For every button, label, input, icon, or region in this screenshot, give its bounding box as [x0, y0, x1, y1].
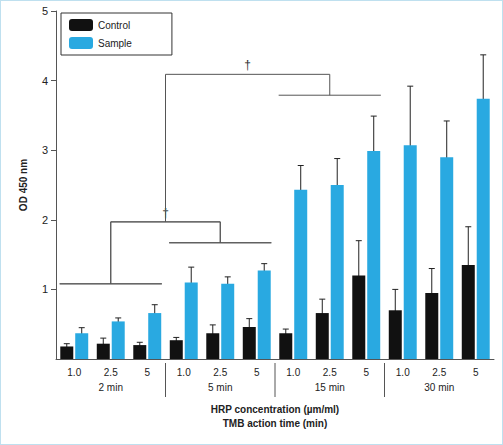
svg-text:5: 5 — [363, 367, 369, 378]
svg-text:2 min: 2 min — [99, 382, 123, 393]
svg-text:2.5: 2.5 — [432, 367, 446, 378]
svg-text:2.5: 2.5 — [323, 367, 337, 378]
svg-text:5: 5 — [144, 367, 150, 378]
svg-text:5: 5 — [473, 367, 479, 378]
svg-text:†: † — [244, 58, 251, 72]
svg-text:1.0: 1.0 — [396, 367, 410, 378]
svg-text:Sample: Sample — [98, 38, 132, 49]
svg-text:4: 4 — [42, 75, 48, 87]
svg-text:1.0: 1.0 — [67, 367, 81, 378]
svg-text:2.5: 2.5 — [213, 367, 227, 378]
svg-text:15 min: 15 min — [315, 382, 345, 393]
svg-text:1: 1 — [42, 283, 48, 295]
svg-text:OD 450 nm: OD 450 nm — [18, 159, 29, 211]
svg-text:5 min: 5 min — [208, 382, 232, 393]
svg-text:TMB action time (min): TMB action time (min) — [223, 418, 327, 429]
svg-text:5: 5 — [254, 367, 260, 378]
svg-text:5: 5 — [42, 5, 48, 17]
svg-text:2: 2 — [42, 214, 48, 226]
svg-text:3: 3 — [42, 144, 48, 156]
svg-text:2.5: 2.5 — [104, 367, 118, 378]
svg-text:30 min: 30 min — [424, 382, 454, 393]
svg-text:1.0: 1.0 — [286, 367, 300, 378]
svg-text:1.0: 1.0 — [177, 367, 191, 378]
svg-text:HRP concentration (µm/ml): HRP concentration (µm/ml) — [211, 404, 339, 415]
svg-text:Control: Control — [98, 20, 130, 31]
